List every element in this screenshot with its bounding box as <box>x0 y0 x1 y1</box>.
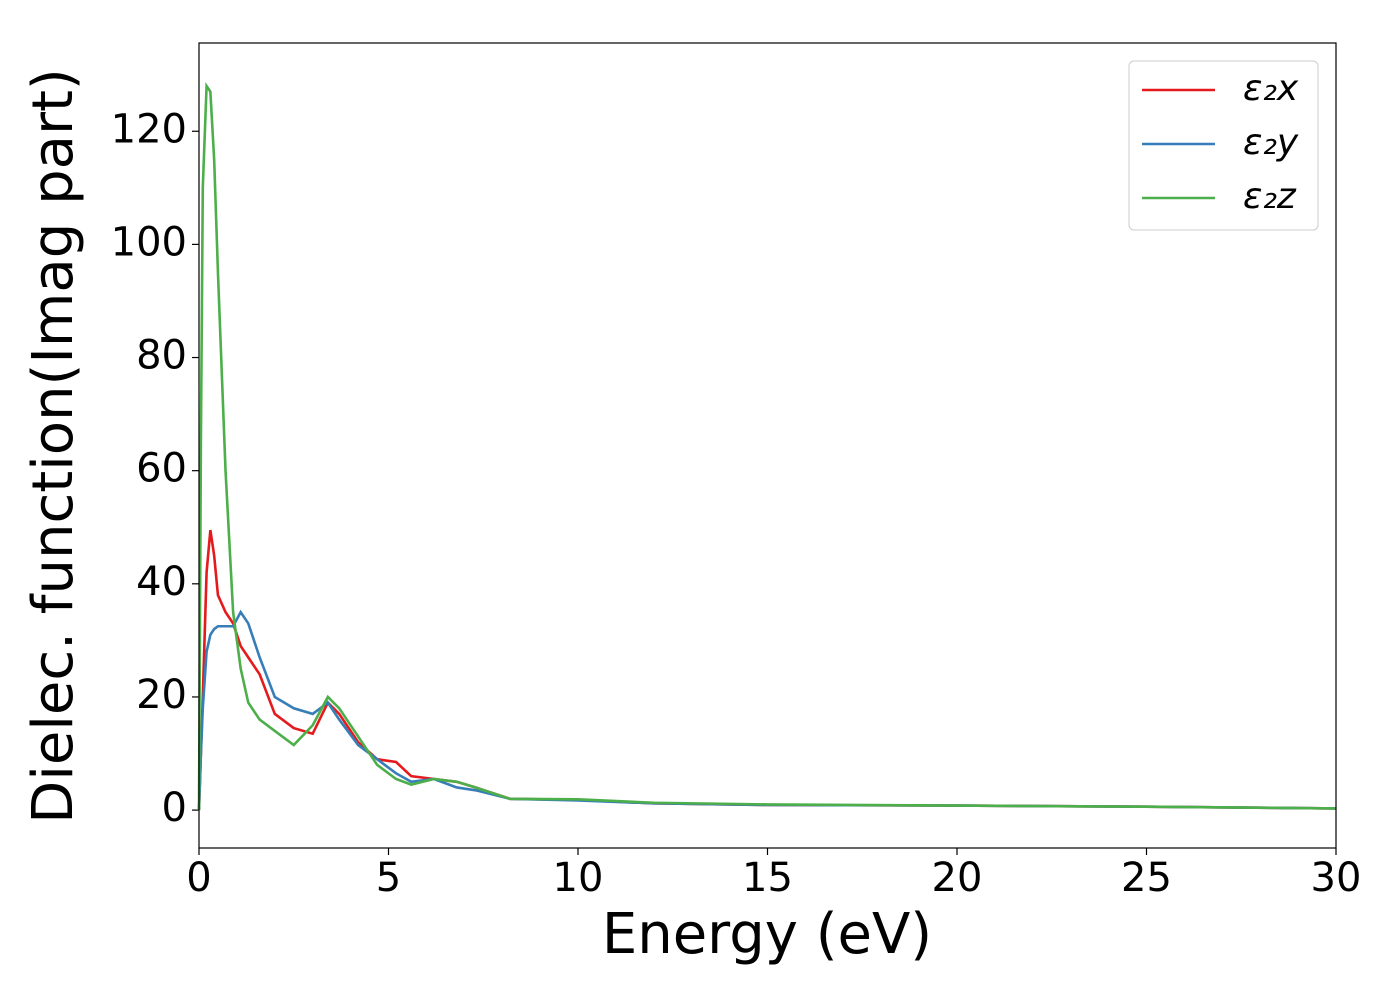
data-line <box>197 529 1337 811</box>
legend-box <box>1128 60 1319 231</box>
x-tick-label: 20 <box>932 855 983 901</box>
x-tick-label: 10 <box>553 855 604 901</box>
x-tick-label: 25 <box>1121 855 1172 901</box>
x-tick-label: 5 <box>376 855 401 901</box>
data-line <box>197 609 1337 811</box>
plot-frame <box>198 42 1337 849</box>
x-axis-label: Energy (eV) <box>602 902 932 967</box>
legend-label: ε₂y <box>1243 122 1299 163</box>
y-tick-label: 0 <box>162 785 187 831</box>
x-tick-label: 0 <box>186 855 211 901</box>
y-tick-label: 80 <box>136 333 187 379</box>
y-tick-label: 100 <box>111 219 187 265</box>
x-tick-label: 15 <box>742 855 793 901</box>
legend-label: ε₂x <box>1243 68 1299 109</box>
x-tick-label: 30 <box>1311 855 1362 901</box>
y-tick-label: 120 <box>111 106 187 152</box>
data-line <box>197 81 1337 811</box>
y-tick-label: 40 <box>136 559 187 605</box>
legend-label: ε₂z <box>1243 176 1297 217</box>
y-tick-label: 20 <box>136 672 187 718</box>
y-tick-label: 60 <box>136 446 187 492</box>
y-axis-label: Dielec. function(Imag part) <box>21 68 86 824</box>
